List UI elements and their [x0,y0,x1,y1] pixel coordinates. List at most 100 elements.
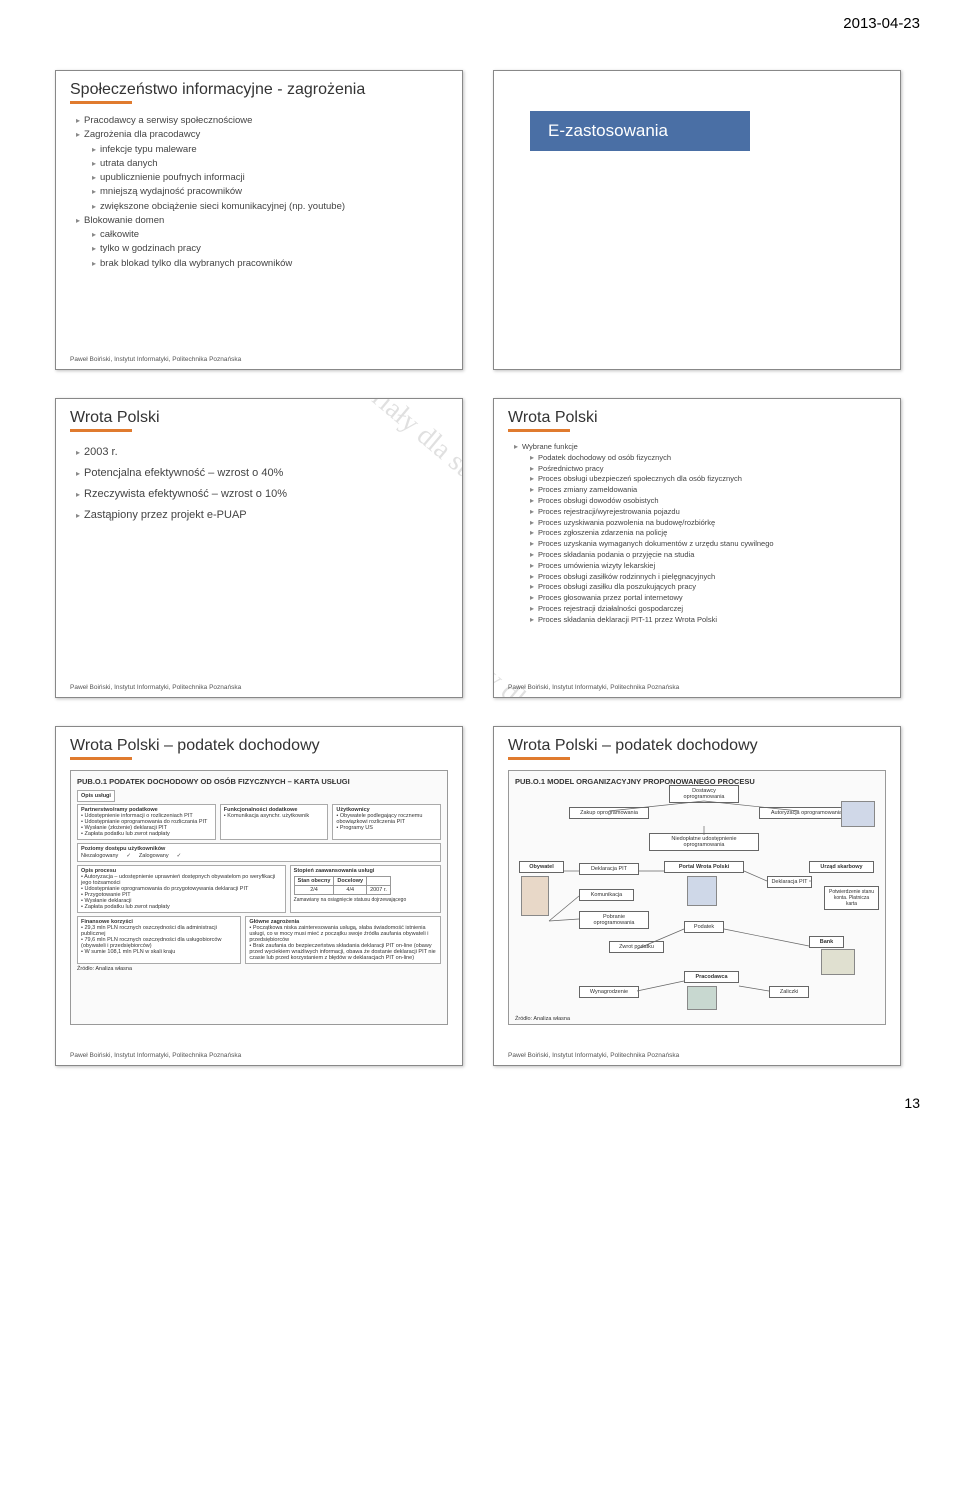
slide4-functions: Podatek dochodowy od osób fizycznychPośr… [508,453,886,626]
stopien-table: Stan obecnyDocelowy 2/44/42007 r. [294,876,391,895]
list-item: Pracodawcy a serwisy społecznościowe [70,114,448,128]
source: Źródło: Analiza własna [515,1016,570,1022]
slide-6: Wrota Polski – podatek dochodowy PUB.O.1… [493,726,901,1066]
list-item: Proces uzyskiwania pozwolenia na budowę/… [508,518,886,529]
title-accent-bar [70,757,132,760]
slide5-title: Wrota Polski – podatek dochodowy [70,737,448,755]
footer-credit: Paweł Boiński, Instytut Informatyki, Pol… [508,1052,679,1059]
server-icon [687,876,717,906]
office-icon [687,986,717,1010]
list-item: tylko w godzinach pracy [70,242,448,256]
stopien-box: Stopień zaawansowania usługi Stan obecny… [290,865,441,913]
slide4-intro: Wybrane funkcje [508,442,886,453]
list-item: utrata danych [70,157,448,171]
node-zakup: Zakup oprogramowania [569,807,649,819]
node-bank: Bank [809,936,844,948]
funkcjonalnosc-box: Funkcjonalności dodatkowe • Komunikacja … [220,804,329,840]
zagrozenia-box: Główne zagrożenia • Początkowa niska zai… [245,916,441,964]
list-item: mniejszą wydajność pracowników [70,185,448,199]
text: Początkowa niska zainteresowania usługą,… [249,925,428,943]
node-portal: Portal Wrota Polski [664,861,744,873]
node-autoryzacja: Autoryzacja oprogramowania [759,807,854,819]
poziom-z: Zalogowany [139,853,169,859]
slide1-title: Społeczeństwo informacyjne - zagrożenia [70,81,448,99]
slides-grid: Społeczeństwo informacyjne - zagrożenia … [0,0,960,1126]
footer-credit: Paweł Boiński, Instytut Informatyki, Pol… [70,356,241,363]
list-item: Proces składania podania o przyjęcie na … [508,550,886,561]
text: 29,3 mln PLN rocznych oszczędności dla a… [81,925,217,937]
list-item: Rzeczywista efektywność – wzrost o 10% [70,484,448,505]
slide-4: Wrota Polski Wybrane funkcje Podatek doc… [493,398,901,698]
node-pobranie: Pobranie oprogramowania [579,911,649,929]
list-item: Podatek dochodowy od osób fizycznych [508,453,886,464]
footer-credit: Paweł Boiński, Instytut Informatyki, Pol… [70,1052,241,1059]
list-item: Proces rejestracji działalności gospodar… [508,604,886,615]
list-item: Potencjalna efektywność – wzrost o 40% [70,463,448,484]
text: Programy US [340,825,373,831]
node-zwrot: Zwrot podatku [609,941,664,953]
text: Zapłata podatku lub zwrot nadpłaty [84,831,169,837]
footer-credit: Paweł Boiński, Instytut Informatyki, Pol… [70,684,241,691]
text: Komunikacja asynchr. użytkownik [227,813,309,819]
korzysci-box: Finansowe korzyści • 29,3 mln PLN roczny… [77,916,241,964]
node-niedoplatne: Niedopłatne udostępnienie oprogramowania [649,833,759,851]
node-note: Potwierdzenie stanu konta. Płatnicza kar… [824,886,879,910]
footer-credit: Paweł Boiński, Instytut Informatyki, Pol… [508,684,679,691]
slide1-list: Pracodawcy a serwisy społecznościoweZagr… [70,114,448,271]
e-zastosowania-header: E-zastosowania [530,111,750,151]
opis-procesu-box: Opis procesu • Autoryzacja – udostępnien… [77,865,286,913]
list-item: upublicznienie poufnych informacji [70,171,448,185]
slide6-title: Wrota Polski – podatek dochodowy [508,737,886,755]
source: Źródło: Analiza własna [77,966,441,972]
list-item: Proces umówienia wizyty lekarskiej [508,561,886,572]
node-podatek: Podatek [684,921,724,933]
stopien-text: Zamawiany na osiągnięcie statusu dojrzew… [294,897,437,903]
list-item: brak blokad tylko dla wybranych pracowni… [70,257,448,271]
list-item: Proces obsługi zasiłku dla poszukujących… [508,582,886,593]
title-accent-bar [508,757,570,760]
list-item: Proces obsługi dowodów osobistych [508,496,886,507]
td: 2/4 [294,886,334,895]
text: Zapłata podatku lub zwrot nadpłaty [84,904,169,910]
text: Brak zaufania do bezpieczeństwa składani… [249,943,435,961]
text: Obywatele podlegający rocznemu obowiązko… [336,813,422,825]
slide-2: E-zastosowania [493,70,901,370]
title-accent-bar [508,429,570,432]
list-item: 2003 r. [70,442,448,463]
poziomy-label: Poziomy dostępu użytkowników [81,846,165,852]
person-icon [521,876,549,916]
text: 79,6 mln PLN rocznych oszczędności dla u… [81,937,221,949]
uzytkownicy-box: Użytkownicy • Obywatele podlegający rocz… [332,804,441,840]
list-item: Zagrożenia dla pracodawcy [70,128,448,142]
karta-uslugi-diagram: PUB.O.1 PODATEK DOCHODOWY OD OSÓB FIZYCZ… [70,770,448,1025]
page-date: 2013-04-23 [843,15,920,32]
slide-1: Społeczeństwo informacyjne - zagrożenia … [55,70,463,370]
node-dostawcy: Dostawcy oprogramowania [669,785,739,803]
list-item: Proces rejestracji/wyrejestrowania pojaz… [508,507,886,518]
list-item: Proces obsługi ubezpieczeń społecznych d… [508,474,886,485]
node-obywatel: Obywatel [519,861,564,873]
node-dekl-pit2: Deklaracja PIT [767,876,812,888]
list-item: Blokowanie domen [70,214,448,228]
title-accent-bar [70,429,132,432]
list-item: zwiększone obciążenie sieci komunikacyjn… [70,200,448,214]
page-number: 13 [904,1095,920,1111]
list-item: całkowite [70,228,448,242]
list-item: Proces zmiany zameldowania [508,485,886,496]
slide4-title: Wrota Polski [508,409,886,427]
slide3-title: Wrota Polski [70,409,448,427]
list-item: Proces głosowania przez portal interneto… [508,593,886,604]
stopien-label: Stopień zaawansowania usługi [294,868,375,874]
partnerstwo-box: Partnerstwo/ramy podatkowe • Udostępnien… [77,804,216,840]
list-item: infekcje typu maleware [70,143,448,157]
node-komunikacja: Komunikacja [579,889,634,901]
slide-5: Wrota Polski – podatek dochodowy PUB.O.1… [55,726,463,1066]
node-dekl-pit: Deklaracja PIT [579,863,639,875]
list-item: Proces składania deklaracji PIT-11 przez… [508,615,886,626]
node-zaliczki: Zaliczki [769,986,809,998]
td: 4/4 [334,886,367,895]
list-item: Pośrednictwo pracy [508,464,886,475]
text: W sumie 108,1 mln PLN w skali kraju [84,949,175,955]
list-item: Proces zgłoszenia zdarzenia na policję [508,528,886,539]
slide-3: Wrota Polski 2003 r.Potencjalna efektywn… [55,398,463,698]
